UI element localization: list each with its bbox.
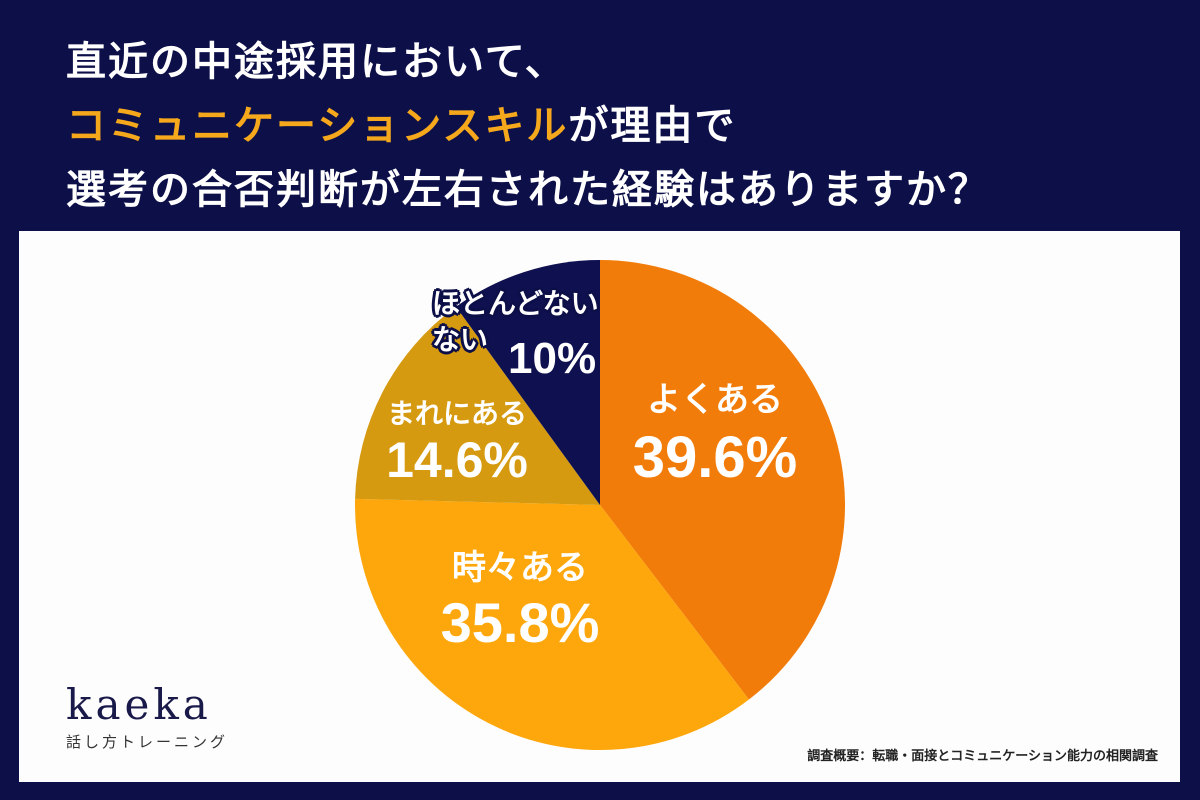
- title-line-3: 選考の合否判断が左右された経験はありますか？: [66, 166, 990, 213]
- label-category: 時々ある: [452, 548, 588, 588]
- pie-slice-0: [600, 260, 845, 700]
- label-value: 14.6%: [386, 432, 528, 488]
- label-category-line1: ほとんどない: [432, 287, 599, 320]
- chart-title: 直近の中途採用において、 コミュニケーションスキルが理由で 選考の合否判断が左右…: [66, 30, 990, 222]
- label-hotondo-nai-line2: ない: [432, 323, 488, 357]
- label-mare-ni-aru: まれにある 14.6%: [372, 397, 542, 489]
- kaeka-logo: kaeka 話し方トレーニング: [66, 683, 228, 752]
- title-line-2-rest: が理由で: [568, 102, 737, 149]
- logo-tagline: 話し方トレーニング: [66, 733, 229, 751]
- label-yoku-aru: よくある 39.6%: [620, 380, 810, 496]
- title-line-2: コミュニケーションスキルが理由で: [66, 94, 990, 158]
- pie-slice-2: [355, 306, 600, 505]
- pie-slice-3: [455, 260, 600, 505]
- label-value: 39.6%: [632, 425, 798, 490]
- label-category: よくある: [647, 380, 783, 420]
- title-highlight: コミュニケーションスキル: [66, 102, 569, 149]
- label-hotondo-nai-value: 10%: [508, 334, 596, 384]
- pie-slice-1: [354, 498, 749, 750]
- logo-name: kaeka: [66, 680, 212, 729]
- label-category: まれにある: [386, 397, 527, 430]
- title-line-1: 直近の中途採用において、: [66, 38, 567, 85]
- label-category-line2: ない: [432, 323, 489, 356]
- label-value: 10%: [508, 334, 597, 383]
- label-hotondo-nai: ほとんどない: [432, 287, 599, 321]
- label-value: 35.8%: [440, 591, 600, 654]
- survey-source: 調査概要：転職・面接とコミュニケーション能力の相関調査: [807, 749, 1158, 764]
- label-tokidoki-aru: 時々ある 35.8%: [425, 548, 615, 658]
